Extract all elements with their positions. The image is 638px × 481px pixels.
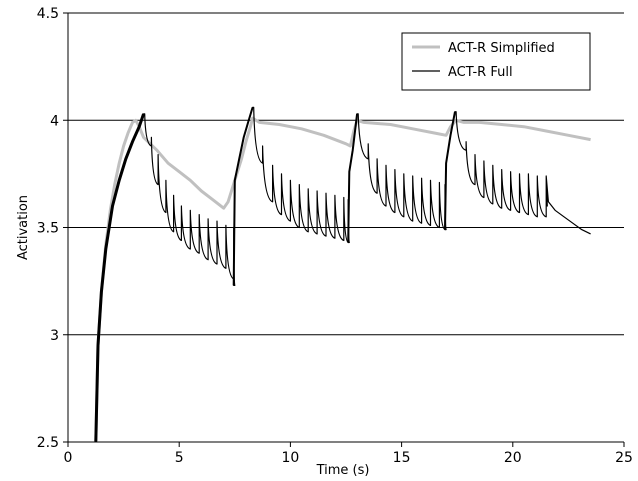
y-tick-label: 2.5 <box>37 435 59 451</box>
y-tick-label: 4 <box>50 113 59 129</box>
series-rise-full <box>94 113 146 443</box>
series-line-simplified <box>94 116 591 443</box>
legend-label-simplified: ACT-R Simplified <box>448 41 555 56</box>
legend-label-full: ACT-R Full <box>448 65 513 80</box>
x-tick-label: 0 <box>64 450 73 466</box>
tick-labels: 0 5 10 15 20 25 2.5 3 3.5 4 4.5 <box>37 6 633 466</box>
series-line-full <box>95 106 591 443</box>
x-tick-label: 15 <box>393 450 411 466</box>
series-rise-full <box>347 113 359 243</box>
legend: ACT-R Simplified ACT-R Full <box>401 32 591 91</box>
axes <box>63 12 625 447</box>
y-tick-label: 3.5 <box>37 221 59 237</box>
legend-box <box>401 32 591 91</box>
series-layer <box>94 106 591 443</box>
x-axis-label: Time (s) <box>316 463 370 478</box>
series-rise-full <box>232 107 254 286</box>
y-tick-label: 4.5 <box>37 6 59 22</box>
y-axis-label: Activation <box>16 195 31 260</box>
x-tick-label: 10 <box>281 450 299 466</box>
x-tick-label: 25 <box>615 450 633 466</box>
y-tick-label: 3 <box>50 328 59 344</box>
x-tick-label: 5 <box>175 450 184 466</box>
grid-lines <box>68 12 624 336</box>
x-tick-label: 20 <box>504 450 522 466</box>
series-rise-full <box>444 111 456 230</box>
